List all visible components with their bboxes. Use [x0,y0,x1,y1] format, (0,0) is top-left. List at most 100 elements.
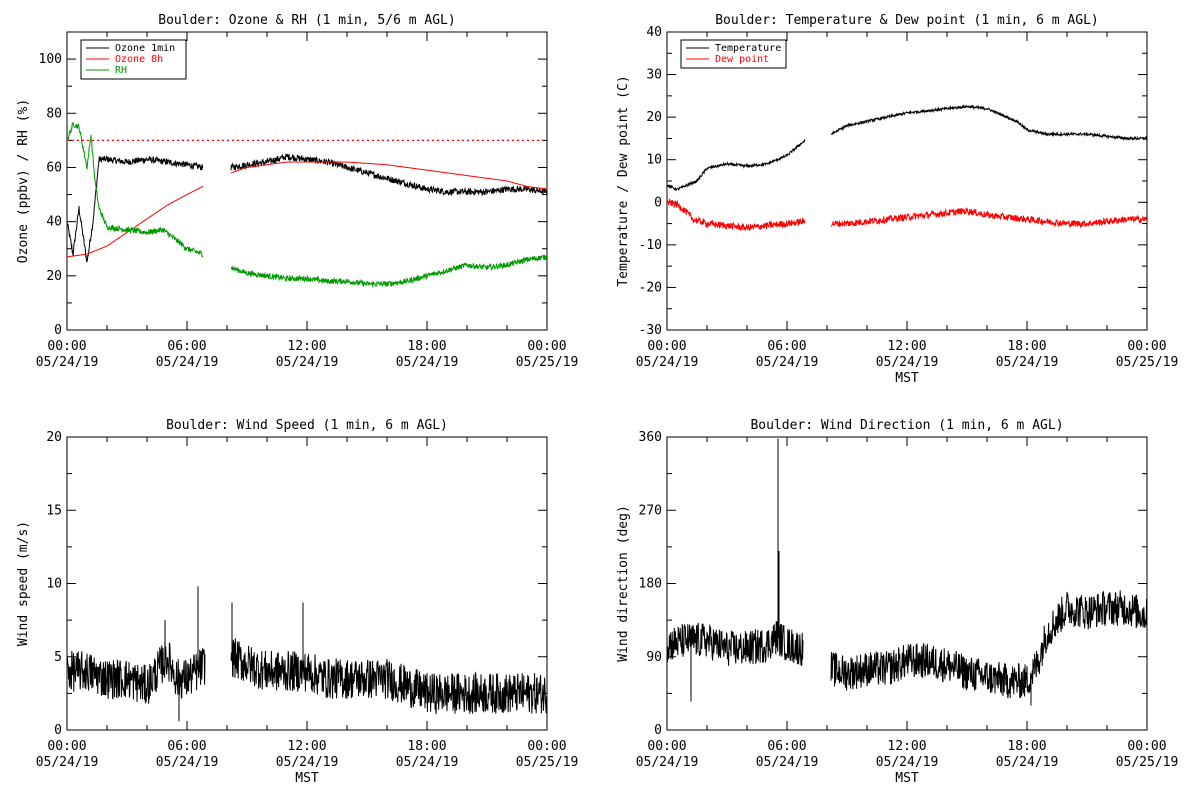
chart-title: Boulder: Ozone & RH (1 min, 5/6 m AGL) [158,13,455,28]
y-tick-label: 10 [46,577,62,592]
series-line-1 [230,161,547,190]
x-tick-date: 05/24/19 [156,755,219,770]
series-line-1 [830,207,1147,229]
y-tick-label: 180 [639,577,662,592]
y-tick-label: 20 [646,110,662,125]
x-tick-date: 05/25/19 [516,355,579,370]
x-tick-time: 18:00 [407,739,446,754]
y-tick-label: 0 [54,323,62,338]
y-tick-label: 270 [639,503,662,518]
x-tick-date: 05/24/19 [996,355,1059,370]
series-line-0 [830,590,1147,699]
x-tick-time: 06:00 [167,339,206,354]
x-tick-time: 00:00 [527,739,566,754]
x-tick-time: 18:00 [1007,339,1046,354]
x-tick-date: 05/24/19 [396,755,459,770]
plot-area [667,438,1147,706]
legend-label: Ozone 8h [115,54,163,65]
x-tick-date: 05/24/19 [156,355,219,370]
y-axis-label: Wind direction (deg) [616,505,631,662]
y-tick-label: -20 [639,280,662,295]
y-tick-label: 40 [46,215,62,230]
series-line-0 [667,139,806,192]
y-tick-label: 20 [46,430,62,445]
y-tick-label: -10 [639,238,662,253]
x-tick-date: 05/24/19 [876,355,939,370]
legend-box [680,39,787,69]
series-line-0 [230,153,547,197]
legend-label: Dew point [715,54,769,65]
y-tick-label: -30 [639,323,662,338]
y-tick-label: 15 [46,503,62,518]
y-tick-label: 30 [646,68,662,83]
x-tick-date: 05/25/19 [516,755,579,770]
x-tick-time: 00:00 [527,339,566,354]
y-tick-label: 100 [39,52,62,67]
x-tick-date: 05/25/19 [1116,755,1179,770]
y-tick-label: 0 [54,723,62,738]
y-tick-label: 80 [46,106,62,121]
x-tick-time: 00:00 [1127,739,1166,754]
y-axis-label: Ozone (ppbv) / RH (%) [16,99,31,263]
x-tick-time: 06:00 [767,739,806,754]
x-tick-date: 05/24/19 [396,355,459,370]
x-tick-time: 18:00 [1007,739,1046,754]
legend-label: Ozone 1min [115,43,175,54]
series-line-1 [67,185,204,258]
x-tick-time: 00:00 [47,739,86,754]
plot-area [67,586,547,722]
y-tick-label: 360 [639,430,662,445]
series-line-0 [667,620,804,666]
plot-area [67,122,547,288]
x-tick-time: 18:00 [407,339,446,354]
series-line-2 [230,254,547,288]
y-tick-label: 90 [646,650,662,665]
x-tick-time: 12:00 [287,339,326,354]
x-tick-date: 05/24/19 [36,755,99,770]
series-line-0 [830,103,1147,142]
x-tick-date: 05/24/19 [276,355,339,370]
y-axis-label: Wind speed (m/s) [16,521,31,646]
y-tick-label: 5 [54,650,62,665]
x-tick-date: 05/25/19 [1116,355,1179,370]
chart-panel-1: Boulder: Temperature & Dew point (1 min,… [616,13,1178,386]
x-tick-date: 05/24/19 [756,355,819,370]
y-tick-label: 40 [646,25,662,40]
x-axis-label: MST [895,771,919,786]
x-tick-time: 00:00 [647,739,686,754]
chart-panel-2: Boulder: Wind Speed (1 min, 6 m AGL) 0 5 10… [16,418,578,786]
chart-title: Boulder: Temperature & Dew point (1 min,… [715,13,1099,28]
x-axis-label: MST [295,771,319,786]
legend-label: Temperature [715,43,781,54]
y-tick-label: 10 [646,153,662,168]
legend-label: RH [115,65,127,76]
x-tick-time: 12:00 [287,739,326,754]
chart-panel-3: Boulder: Wind Direction (1 min, 6 m AGL)… [616,418,1178,786]
x-tick-time: 00:00 [47,339,86,354]
plot-frame [666,436,1148,731]
x-tick-time: 12:00 [887,739,926,754]
y-tick-label: 20 [46,269,62,284]
chart-panel-0: Boulder: Ozone & RH (1 min, 5/6 m AGL) 0 2… [16,13,578,370]
x-tick-date: 05/24/19 [996,755,1059,770]
x-tick-time: 12:00 [887,339,926,354]
series-line-0 [67,640,206,704]
x-tick-time: 00:00 [647,339,686,354]
plot-frame [666,31,1148,331]
plot-area [667,103,1147,232]
series-line-1 [667,198,806,232]
x-tick-time: 00:00 [1127,339,1166,354]
y-tick-label: 60 [46,160,62,175]
x-tick-date: 05/24/19 [276,755,339,770]
y-tick-label: 0 [654,195,662,210]
chart-title: Boulder: Wind Speed (1 min, 6 m AGL) [166,418,448,433]
x-tick-time: 06:00 [167,739,206,754]
series-line-2 [67,122,204,258]
x-tick-time: 06:00 [767,339,806,354]
x-axis-label: MST [895,371,919,386]
y-tick-label: 0 [654,723,662,738]
series-line-0 [67,155,204,263]
x-tick-date: 05/24/19 [876,755,939,770]
chart-title: Boulder: Wind Direction (1 min, 6 m AGL) [750,418,1063,433]
